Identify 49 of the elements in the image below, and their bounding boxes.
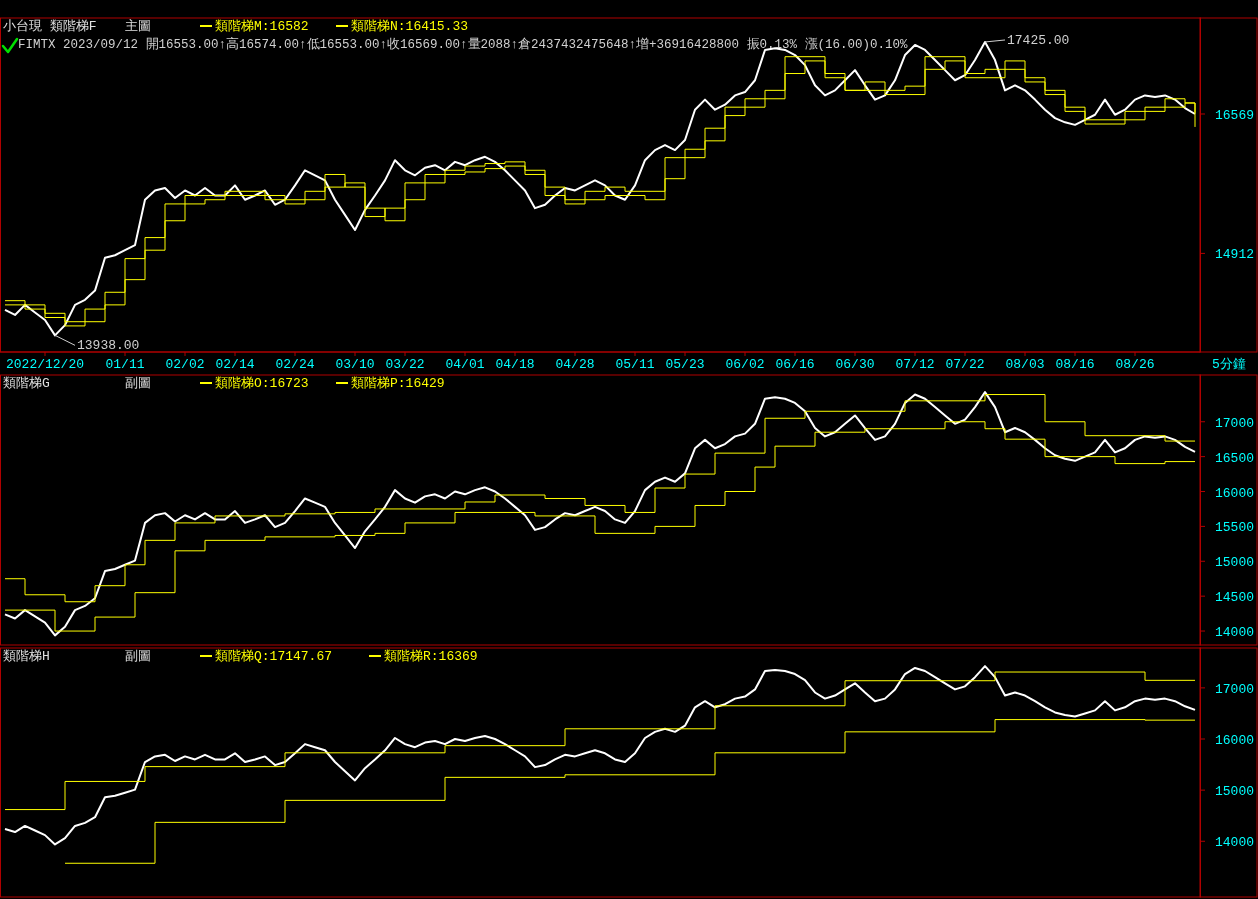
y-tick-label: 16000: [1214, 485, 1254, 501]
chart-title: 類階梯H: [3, 649, 50, 664]
x-tick-label: 03/22: [385, 357, 425, 372]
y-tick-label: 15000: [1214, 555, 1254, 571]
x-tick-label: 08/26: [1115, 357, 1155, 372]
x-tick-label: 02/02: [165, 357, 205, 372]
y-tick-label: 14500: [1214, 590, 1254, 606]
chart-subtitle: 副圖: [125, 376, 151, 391]
y-tick-label: 15500: [1214, 520, 1254, 536]
x-tick-label: 04/18: [495, 357, 535, 372]
y-tick-label: 16569: [1214, 107, 1254, 123]
legend-label: 類階梯R:16369: [384, 649, 478, 664]
y-tick-label: 17000: [1214, 681, 1254, 697]
legend-label: 類階梯N:16415.33: [351, 19, 469, 34]
x-tick-label: 05/11: [615, 357, 655, 372]
x-tick-label: 07/12: [895, 357, 935, 372]
x-tick-label: 08/03: [1005, 357, 1045, 372]
chart-subtitle: 主圖: [125, 18, 151, 34]
legend-label: 類階梯P:16429: [351, 376, 445, 391]
legend-label: 類階梯O:16723: [215, 376, 309, 391]
x-tick-label: 05/23: [665, 357, 705, 372]
y-tick-label: 14000: [1214, 625, 1254, 641]
legend-label: 類階梯Q:17147.67: [215, 649, 333, 664]
x-tick-label: 08/16: [1055, 357, 1095, 372]
data-label: 13938.00: [77, 338, 140, 354]
chart-title: 類階梯G: [3, 376, 50, 391]
annotation: FIMTX 2023/09/12 開16553.00↑高16574.00↑低16553.00↑收16569.00↑量2088↑倉2437432475648↑增+36916428800 振0.13% 漲(16.00)0.10%: [18, 36, 909, 52]
x-tick-label: 07/22: [945, 357, 985, 372]
x-tick-label: 06/02: [725, 357, 765, 372]
legend-label: 類階梯M:16582: [215, 19, 309, 34]
x-tick-label: 06/30: [835, 357, 875, 372]
x-tick-label: 06/16: [775, 357, 815, 372]
x-tick-label: 02/14: [215, 357, 255, 372]
chart-title: 小台現 類階梯F: [3, 19, 97, 34]
y-tick-label: 16500: [1214, 450, 1254, 466]
x-tick-label: 03/10: [335, 357, 375, 372]
y-tick-label: 15000: [1214, 784, 1254, 800]
x-tick-label: 04/28: [555, 357, 595, 372]
x-tick-label: 02/24: [275, 357, 315, 372]
chart-subtitle: 副圖: [125, 649, 151, 664]
x-tick-label: 2022/12/20: [5, 357, 85, 372]
y-tick-label: 14912: [1214, 247, 1254, 263]
x-tick-label: 04/01: [445, 357, 485, 372]
y-tick-label: 14000: [1214, 835, 1254, 851]
y-tick-label: 16000: [1214, 733, 1254, 749]
data-label: 17425.00: [1007, 32, 1070, 48]
x-axis-title: 5分鐘: [1212, 357, 1246, 372]
x-tick-label: 01/11: [105, 357, 145, 372]
y-tick-label: 17000: [1214, 415, 1254, 431]
